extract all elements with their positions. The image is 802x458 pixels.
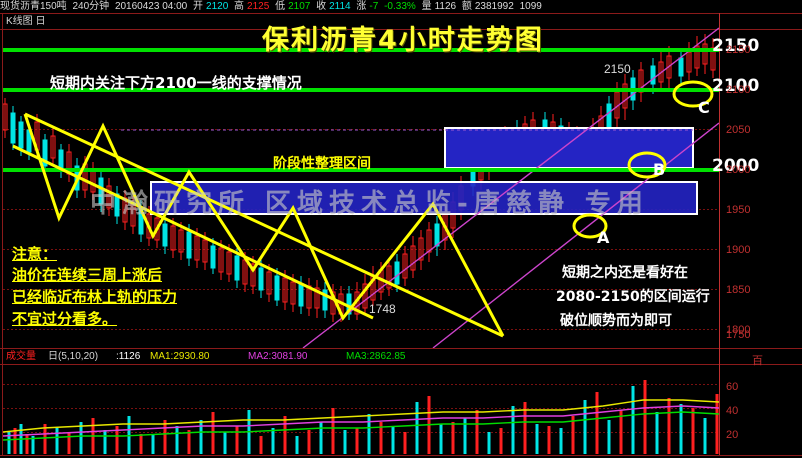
outlook-line-1: 短期之内还是看好在 xyxy=(562,265,688,281)
volume-ma1: MA1:2930.80 xyxy=(150,351,210,362)
quote-extra-value: 1099 xyxy=(519,1,542,12)
support-note: 短期内关注下方2100一线的支撑情况 xyxy=(50,74,302,92)
axis-tick-2150: 2150 xyxy=(726,44,751,56)
axis-tick-2050: 2050 xyxy=(726,124,751,136)
frame-left xyxy=(2,13,3,455)
quote-high-value: 2125 xyxy=(247,1,270,12)
quote-high-label: 高 xyxy=(234,1,245,12)
watermark-selection-box xyxy=(150,181,698,215)
quote-volume-label: 量 xyxy=(421,1,432,12)
volume-panel-name: 成交量 xyxy=(6,351,36,362)
quote-open-value: 2120 xyxy=(206,1,229,12)
level-label-2000: 2000 xyxy=(712,156,760,176)
axis-tick-2100: 2100 xyxy=(726,84,751,96)
axis-tick-1800: 1800 xyxy=(726,324,751,336)
axis-tick-1900: 1900 xyxy=(726,244,751,256)
volume-tick-60: 60 xyxy=(726,381,739,393)
caution-line-2: 已经临近布林上轨的压力 xyxy=(12,288,178,306)
point-label-b: B xyxy=(653,160,666,179)
point-markers xyxy=(572,80,714,239)
level-label-2100: 2100 xyxy=(712,76,760,96)
quote-amount-label: 额 xyxy=(461,1,472,12)
volume-moving-averages xyxy=(3,399,719,441)
volume-tick-40: 40 xyxy=(726,405,739,417)
volume-panel-params: 日(5,10,20) xyxy=(48,351,99,362)
quote-period: 240分钟 xyxy=(72,1,110,12)
quote-close-label: 收 xyxy=(316,1,327,12)
volume-chart-area[interactable] xyxy=(3,366,719,454)
marker-B xyxy=(627,151,667,179)
range-note: 阶段性整理区间 xyxy=(273,156,371,172)
volume-ma3: MA3:2862.85 xyxy=(346,351,406,362)
caution-line-3: 不宜过分看多。 xyxy=(12,310,118,328)
volume-tick-20: 20 xyxy=(726,429,739,441)
quote-open-label: 开 xyxy=(193,1,204,12)
axis-tick-1950: 1950 xyxy=(726,204,751,216)
quote-change-pct: -0.33% xyxy=(384,1,416,12)
rising-channel xyxy=(302,27,719,348)
volume-gridlines xyxy=(3,384,719,433)
quote-low-value: 2107 xyxy=(288,1,311,12)
volume-panel-value: :1126 xyxy=(116,351,141,362)
quote-low-label: 低 xyxy=(275,1,286,12)
volume-chart-svg xyxy=(3,380,719,454)
price-chart-area[interactable]: 2150 1748 xyxy=(3,18,719,348)
consolidation-box xyxy=(444,127,694,169)
divider-under-paneltitle xyxy=(0,29,802,30)
price-chart-svg xyxy=(3,27,719,348)
volume-bars xyxy=(7,380,719,454)
point-label-c: C xyxy=(698,98,710,117)
inner-low-label: 1748 xyxy=(369,302,396,316)
axis-tick-1850: 1850 xyxy=(726,284,751,296)
quote-change-label: 涨 xyxy=(356,1,367,12)
volume-unit-label: 百 xyxy=(752,355,763,367)
outlook-line-3: 破位顺势而为即可 xyxy=(560,313,672,329)
divider-bottom xyxy=(0,455,802,456)
divider-top xyxy=(0,13,802,14)
price-panel-title: K线图 日 xyxy=(6,16,46,27)
outlook-line-2: 2080-2150的区间运行 xyxy=(556,289,710,305)
quote-change-value: -7 xyxy=(369,1,379,12)
quote-amount-value: 2381992 xyxy=(474,1,514,12)
quote-bar: 现货沥青150吨 240分钟 20160423 04:00 开 2120 高 212… xyxy=(0,0,802,13)
quote-instrument: 现货沥青150吨 xyxy=(0,1,67,12)
yellow-trendlines xyxy=(12,112,505,338)
inner-high-label: 2150 xyxy=(604,62,631,76)
quote-close-value: 2114 xyxy=(329,1,351,12)
point-label-a: A xyxy=(597,228,610,247)
axis-tick-1750: 1750 xyxy=(726,329,751,341)
volume-ma2: MA2:3081.90 xyxy=(248,351,308,362)
divider-price-volume xyxy=(0,348,802,349)
level-label-2150: 2150 xyxy=(712,36,760,56)
axis-tick-2000: 2000 xyxy=(726,164,751,176)
marker-C xyxy=(672,80,714,108)
watermark-text: 中瀚研究所 区域技术总监-唐慈静 专用 xyxy=(90,189,649,219)
caution-title: 注意： xyxy=(12,245,58,263)
marker-A xyxy=(572,213,608,239)
quote-volume-value: 1126 xyxy=(434,1,457,12)
caution-line-1: 油价在连续三周上涨后 xyxy=(12,266,163,284)
quote-datetime: 20160423 04:00 xyxy=(114,1,188,12)
page-title: 保利沥青4小时走势图 xyxy=(262,25,544,56)
frame-axis-separator xyxy=(719,13,720,455)
divider-under-volumetitle xyxy=(0,364,802,365)
